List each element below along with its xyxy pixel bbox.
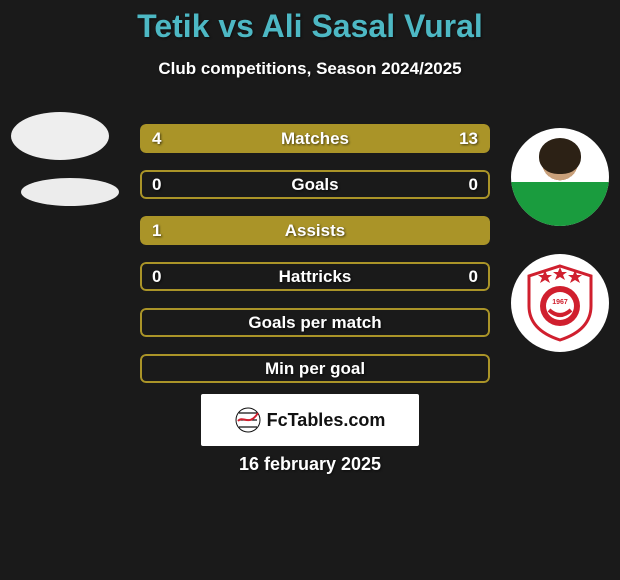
stat-value-right: 0 bbox=[469, 170, 478, 199]
page-title: Tetik vs Ali Sasal Vural bbox=[0, 0, 620, 45]
stat-row: Min per goal bbox=[140, 354, 490, 383]
stat-label: Hattricks bbox=[140, 262, 490, 291]
stat-value-left: 4 bbox=[152, 124, 161, 153]
right-club-badge: 1967 bbox=[511, 254, 609, 352]
stat-row: Assists1 bbox=[140, 216, 490, 245]
stat-row: Goals per match bbox=[140, 308, 490, 337]
stat-label: Min per goal bbox=[140, 354, 490, 383]
stat-row: Hattricks0 0 bbox=[140, 262, 490, 291]
stat-value-left: 0 bbox=[152, 262, 161, 291]
stat-label: Goals bbox=[140, 170, 490, 199]
stat-label: Goals per match bbox=[140, 308, 490, 337]
stat-value-right: 0 bbox=[469, 262, 478, 291]
left-club-badge bbox=[21, 178, 119, 206]
stat-row: Matches4 13 bbox=[140, 124, 490, 153]
sivasspor-crest-icon: 1967 bbox=[525, 264, 595, 342]
brand-text: FcTables.com bbox=[267, 410, 386, 431]
stat-label: Assists bbox=[140, 216, 490, 245]
date-text: 16 february 2025 bbox=[0, 454, 620, 475]
brand-badge[interactable]: FcTables.com bbox=[201, 394, 419, 446]
right-player-avatar bbox=[511, 128, 609, 226]
stat-value-right: 13 bbox=[459, 124, 478, 153]
fctables-logo-icon bbox=[235, 407, 261, 433]
stat-label: Matches bbox=[140, 124, 490, 153]
subtitle: Club competitions, Season 2024/2025 bbox=[0, 59, 620, 79]
stat-value-left: 1 bbox=[152, 216, 161, 245]
svg-text:1967: 1967 bbox=[552, 299, 568, 306]
comparison-card: Tetik vs Ali Sasal Vural Club competitio… bbox=[0, 0, 620, 580]
stat-value-left: 0 bbox=[152, 170, 161, 199]
stats-rows: Matches413Goals00Assists1Hattricks00Goal… bbox=[140, 124, 490, 400]
left-player-avatar bbox=[11, 112, 109, 160]
stat-row: Goals0 0 bbox=[140, 170, 490, 199]
